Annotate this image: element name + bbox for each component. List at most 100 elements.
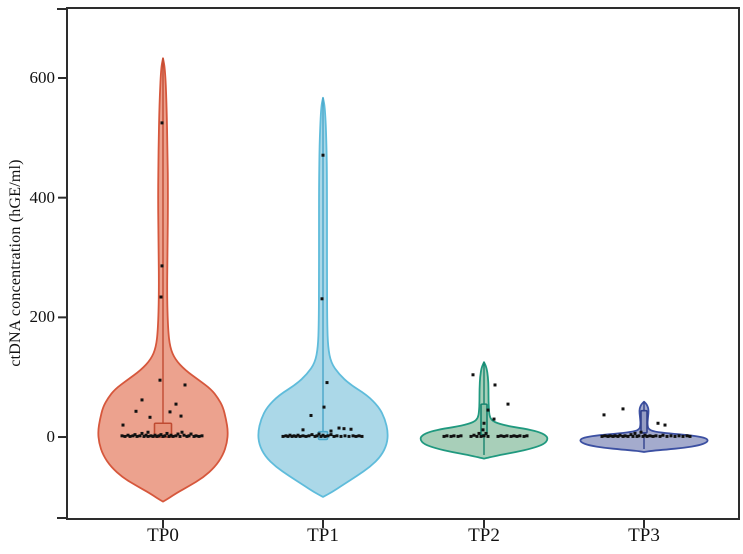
data-point: [321, 153, 325, 157]
data-point: [669, 434, 673, 438]
data-point: [304, 434, 308, 438]
data-point: [288, 433, 292, 437]
data-point: [144, 433, 148, 437]
data-point: [138, 434, 142, 438]
data-point: [187, 434, 191, 438]
data-point: [515, 434, 519, 438]
data-point: [621, 434, 625, 438]
data-point: [677, 434, 681, 438]
data-point: [505, 434, 509, 438]
data-point: [357, 434, 361, 438]
data-point: [163, 434, 167, 438]
data-point: [633, 431, 637, 435]
data-point: [329, 429, 333, 433]
x-tick-label-tp1: TP1: [307, 525, 339, 546]
data-point: [339, 434, 343, 438]
data-point: [512, 434, 516, 438]
data-point: [160, 264, 164, 268]
data-point: [337, 426, 341, 430]
data-point: [452, 434, 456, 438]
data-point: [315, 434, 319, 438]
data-point: [281, 434, 285, 438]
data-point: [178, 434, 182, 438]
data-point: [496, 434, 500, 438]
data-point: [618, 433, 622, 437]
data-point: [294, 434, 298, 438]
data-point: [284, 434, 288, 438]
data-point: [158, 378, 162, 382]
data-point: [292, 434, 296, 438]
data-point: [482, 421, 486, 425]
data-point: [189, 432, 193, 436]
data-point: [301, 428, 305, 432]
plot-frame: [66, 7, 740, 520]
data-point: [131, 434, 135, 438]
data-point: [502, 434, 506, 438]
data-point: [360, 434, 364, 438]
data-point: [140, 431, 144, 435]
data-point: [641, 434, 645, 438]
data-point: [611, 434, 615, 438]
data-point: [180, 430, 184, 434]
data-point: [329, 433, 333, 437]
data-point: [121, 423, 125, 427]
data-point: [171, 434, 175, 438]
data-point: [310, 433, 314, 437]
data-point: [126, 433, 130, 437]
data-point: [351, 434, 355, 438]
data-point: [685, 434, 689, 438]
data-point: [309, 413, 313, 417]
data-point: [325, 381, 329, 385]
data-point: [298, 434, 302, 438]
x-tick-label-tp3: TP3: [628, 525, 660, 546]
data-point: [183, 383, 187, 387]
data-point: [349, 427, 353, 431]
data-point: [151, 434, 155, 438]
data-point: [169, 433, 173, 437]
data-point: [307, 434, 311, 438]
data-point: [159, 295, 163, 299]
data-point: [472, 433, 476, 437]
data-point: [481, 428, 485, 432]
data-point: [635, 434, 639, 438]
data-point: [296, 433, 300, 437]
median-box-tp3: [640, 409, 648, 434]
data-point: [165, 431, 169, 435]
data-point: [322, 405, 326, 409]
data-point: [603, 434, 607, 438]
data-point: [484, 431, 488, 435]
data-point: [176, 432, 180, 436]
data-point: [482, 434, 486, 438]
data-point: [332, 434, 336, 438]
data-point: [477, 431, 481, 435]
data-point: [342, 427, 346, 431]
data-point: [608, 434, 612, 438]
data-point: [142, 434, 146, 438]
data-point: [179, 414, 183, 418]
data-point: [445, 434, 449, 438]
x-tick-label-tp2: TP2: [468, 525, 500, 546]
data-point: [133, 433, 137, 437]
data-point: [459, 434, 463, 438]
data-point: [128, 434, 132, 438]
data-point: [471, 373, 475, 377]
data-point: [606, 434, 610, 438]
data-point: [626, 434, 630, 438]
data-point: [486, 408, 490, 412]
data-point: [475, 434, 479, 438]
data-point: [140, 398, 144, 402]
data-point: [621, 407, 625, 411]
data-point: [148, 415, 152, 419]
data-point: [658, 434, 662, 438]
data-point: [522, 434, 526, 438]
data-point: [648, 434, 652, 438]
data-point: [616, 434, 620, 438]
data-point: [200, 434, 204, 438]
data-point: [146, 434, 150, 438]
data-point: [192, 434, 196, 438]
data-point: [469, 434, 473, 438]
data-point: [149, 434, 153, 438]
data-point: [313, 434, 317, 438]
data-point: [155, 434, 159, 438]
data-point: [613, 434, 617, 438]
